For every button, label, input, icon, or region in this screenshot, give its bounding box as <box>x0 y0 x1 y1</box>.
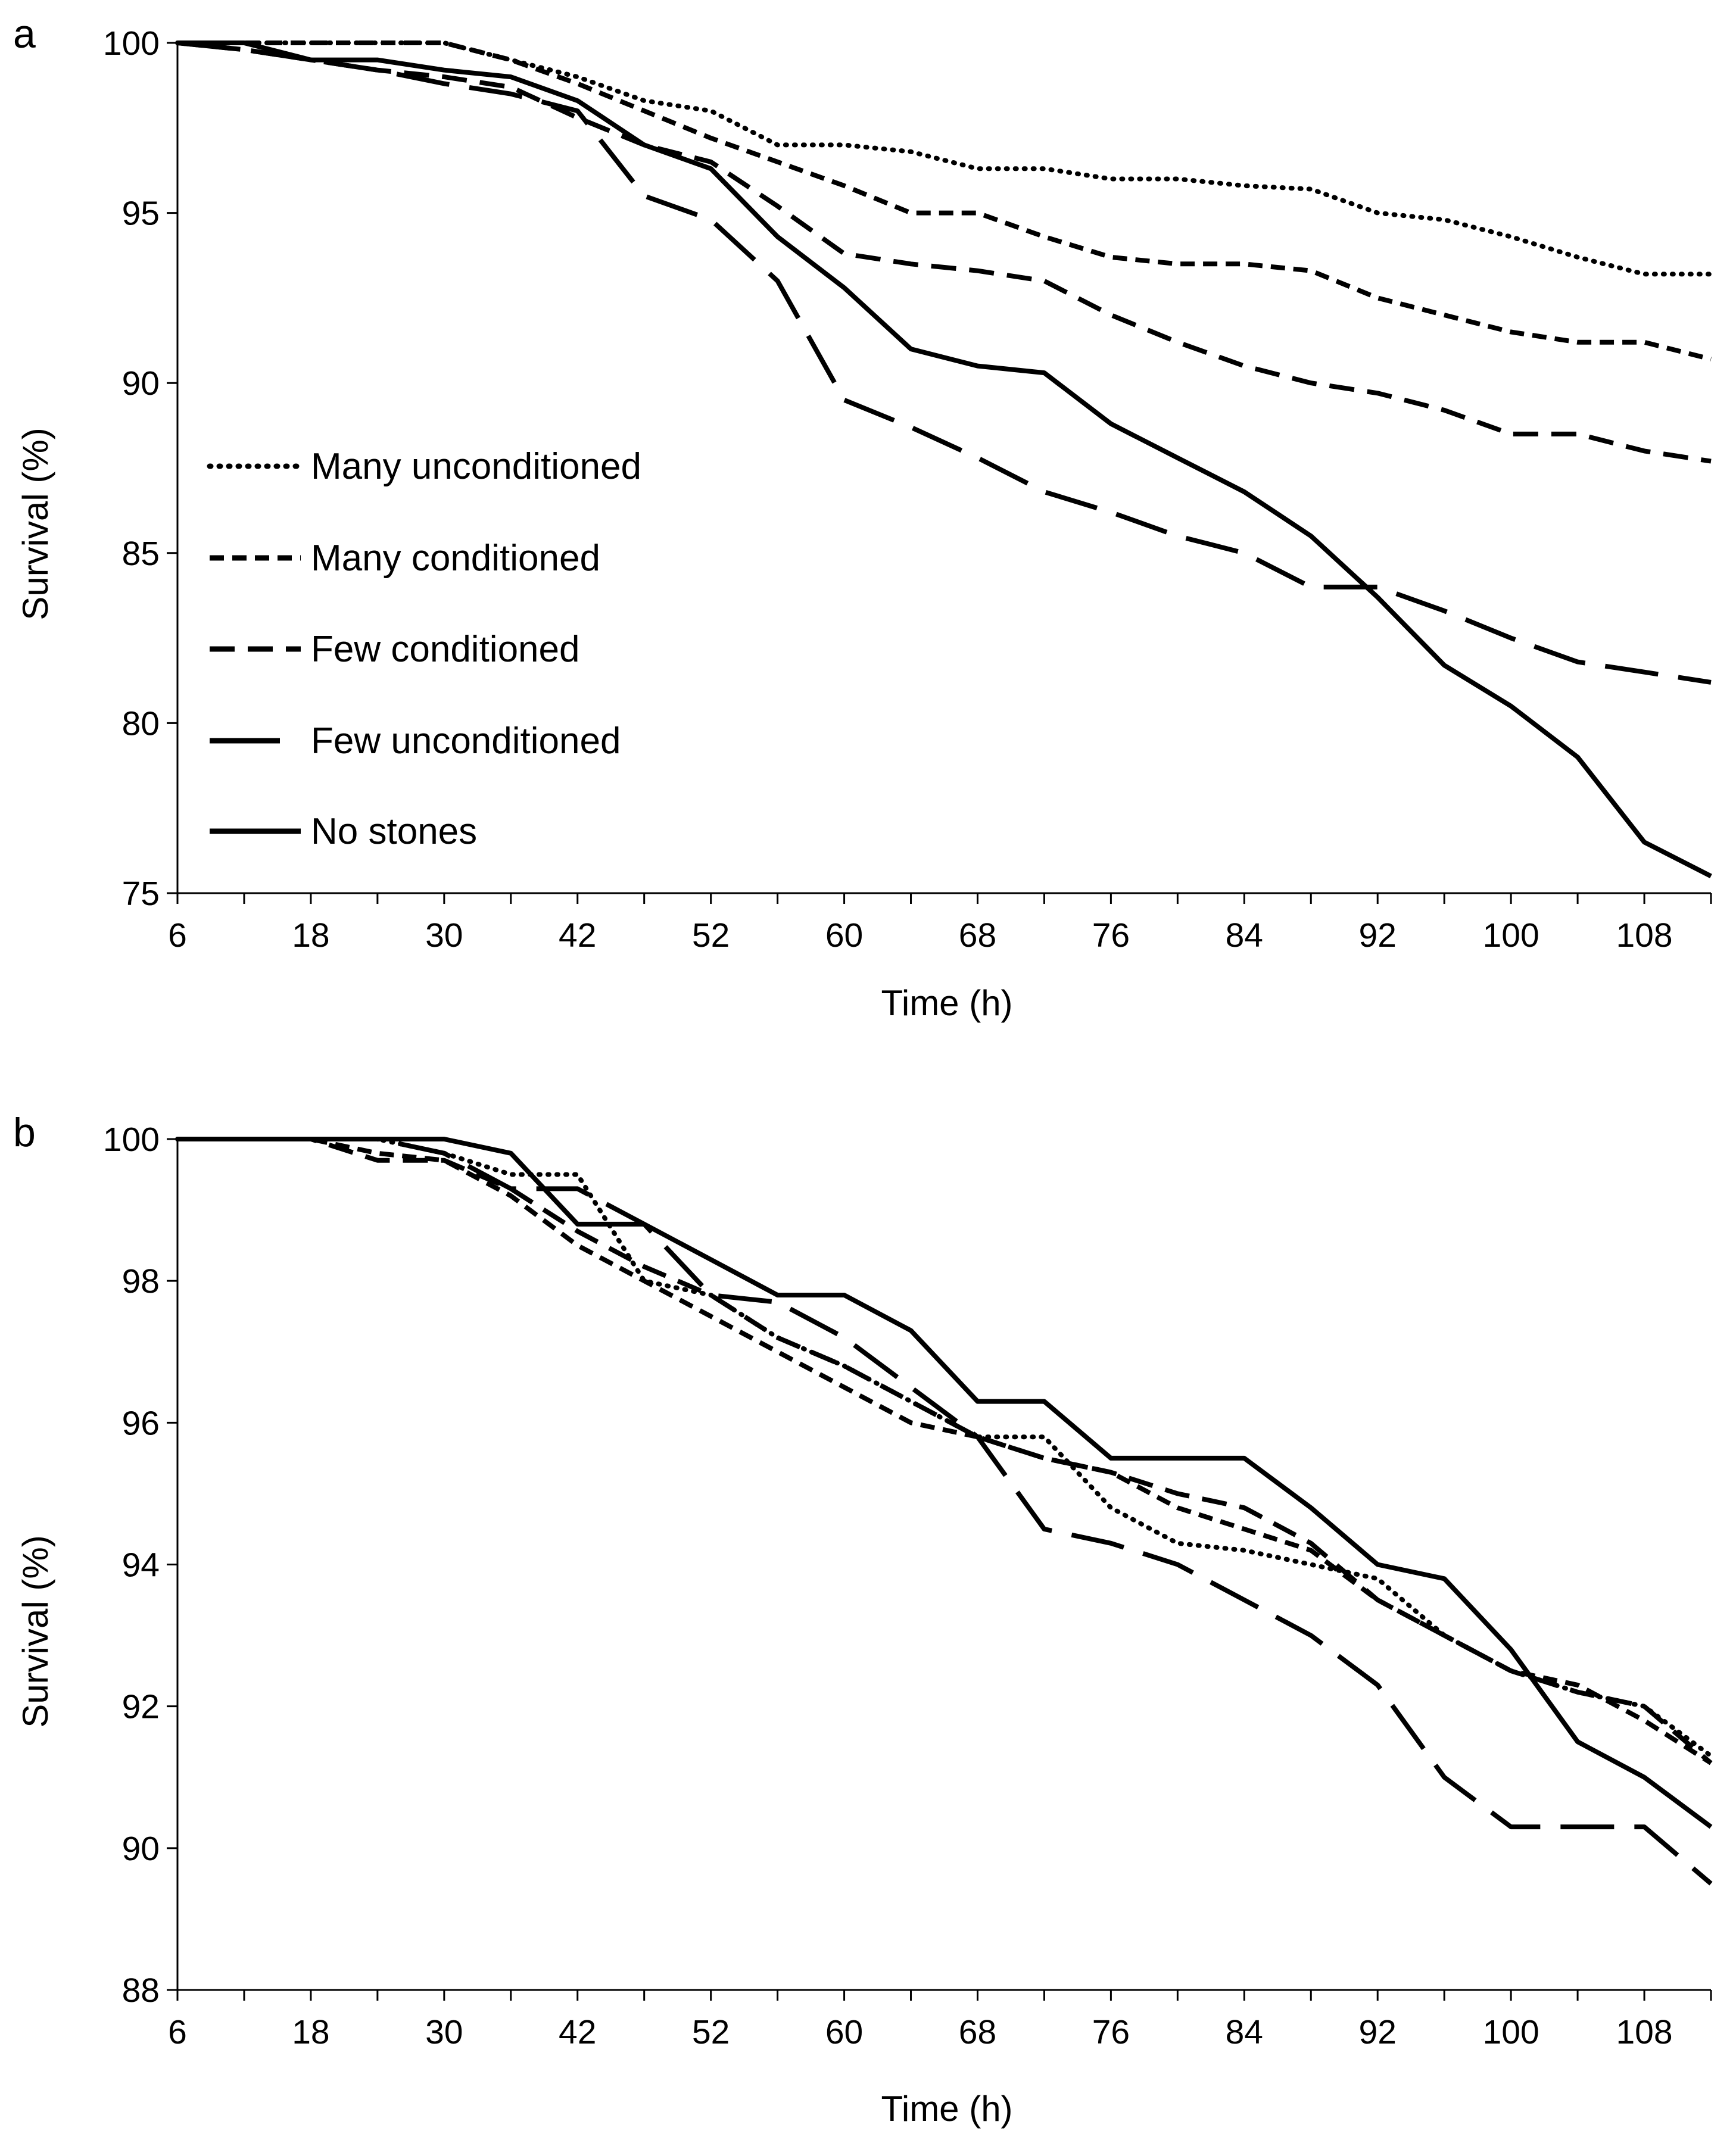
legend-label-no-stones: No stones <box>311 811 477 852</box>
panel-a-x-tick-label: 84 <box>1226 916 1263 954</box>
panel-b-series-line-many-conditioned <box>177 1137 1713 1765</box>
panel-a-y-axis-title: Survival (%) <box>15 428 55 620</box>
panel-a-x-axis-title: Time (h) <box>881 983 1012 1023</box>
panel-b-y-tick-label: 88 <box>122 1971 160 2010</box>
panel-a-x-tick-label: 68 <box>959 916 996 954</box>
panel-b-x-tick-label: 108 <box>1616 2013 1672 2051</box>
legend-label-many-conditioned: Many conditioned <box>311 538 600 579</box>
panel-a-x-tick-label: 52 <box>692 916 730 954</box>
panel-b-y-tick-label: 92 <box>122 1688 160 1726</box>
panel-b-y-tick-label: 100 <box>103 1121 160 1159</box>
panel-b-x-tick-label: 92 <box>1359 2013 1397 2051</box>
panel-a-y-tick-label: 95 <box>122 195 160 233</box>
panel-b-series-line-no-stones <box>177 1137 1713 1829</box>
panel-b-x-tick-label: 52 <box>692 2013 730 2051</box>
panel-a-series-line-few-unconditioned <box>177 40 1712 685</box>
legend-label-many-unconditioned: Many unconditioned <box>311 446 641 487</box>
panel-b-y-tick-label: 96 <box>122 1404 160 1442</box>
panel-b-x-tick-label: 100 <box>1483 2013 1539 2051</box>
panel-b-x-tick-label: 68 <box>959 2013 996 2051</box>
panel-b-series-line-few-unconditioned <box>177 1137 1713 1886</box>
panel-b-y-tick-label: 98 <box>122 1262 160 1300</box>
panel-a-series-line-no-stones <box>177 40 1712 878</box>
panel-a-x-tick-label: 6 <box>168 916 187 954</box>
panel-b-x-tick-label: 76 <box>1092 2013 1130 2051</box>
panel-a-y-tick-label: 100 <box>103 24 160 63</box>
panel-b-y-tick-label: 90 <box>122 1830 160 1868</box>
panel-b-series-line-few-conditioned <box>177 1137 1713 1765</box>
panel-a-chart: 75 80 85 90 95 100 6 18 30 42 52 60 68 76 84 92 100 108 <box>103 24 1713 954</box>
panel-a-series-line-few-conditioned <box>177 40 1712 464</box>
panel-b-x-tick-label: 84 <box>1226 2013 1263 2051</box>
panel-b-chart: 88 90 92 94 96 98 100 6 18 30 42 52 60 68 76 84 92 100 108 <box>103 1121 1713 2051</box>
panel-a-y-tick-label: 75 <box>122 875 160 913</box>
panel-b-x-tick-label: 30 <box>425 2013 463 2051</box>
panel-a-letter: a <box>13 11 36 57</box>
panel-a-x-tick-label: 76 <box>1092 916 1130 954</box>
legend-label-few-conditioned: Few conditioned <box>311 629 580 670</box>
legend-label-few-unconditioned: Few unconditioned <box>311 720 621 762</box>
panel-a-series-line-many-unconditioned <box>175 40 1713 277</box>
panel-b-letter: b <box>13 1110 36 1155</box>
panel-a-x-tick-label: 30 <box>425 916 463 954</box>
legend: Many unconditioned Many conditioned Few … <box>207 446 641 852</box>
panel-a-x-tick-label: 42 <box>559 916 596 954</box>
panel-b-x-tick-label: 60 <box>825 2013 863 2051</box>
panel-a-x-tick-label: 108 <box>1616 916 1672 954</box>
panel-b-y-axis-title: Survival (%) <box>15 1535 55 1727</box>
panel-a-series-line-many-conditioned <box>177 40 1712 362</box>
panel-b-x-tick-label: 42 <box>559 2013 596 2051</box>
panel-a-y-tick-label: 90 <box>122 364 160 403</box>
panel-b-x-axis-title: Time (h) <box>881 2089 1012 2129</box>
panel-a-x-tick-label: 18 <box>292 916 329 954</box>
panel-a-y-tick-label: 80 <box>122 704 160 743</box>
panel-a-x-tick-label: 92 <box>1359 916 1397 954</box>
panel-b-x-tick-label: 6 <box>168 2013 187 2051</box>
panel-b-y-tick-label: 94 <box>122 1546 160 1584</box>
panel-b-series-line-many-unconditioned <box>175 1137 1713 1758</box>
panel-a-x-tick-label: 100 <box>1483 916 1539 954</box>
panel-a-x-tick-label: 60 <box>825 916 863 954</box>
panel-b-x-tick-label: 18 <box>292 2013 329 2051</box>
panel-a-y-tick-label: 85 <box>122 535 160 573</box>
